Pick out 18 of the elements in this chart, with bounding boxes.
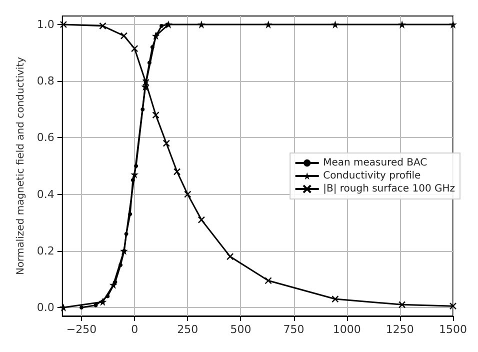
- x-tick-label: 0: [131, 323, 138, 336]
- y-tick-label: 0.4: [36, 188, 54, 201]
- x-tick-label: 750: [283, 323, 304, 336]
- x-tick-label: 1250: [386, 323, 414, 336]
- x-tick-label: 250: [177, 323, 198, 336]
- y-tick-label: 0.0: [36, 301, 54, 314]
- x-tick-label: −250: [66, 323, 97, 336]
- y-tick-label: 0.2: [36, 244, 54, 258]
- y-tick-label: 0.6: [36, 131, 54, 144]
- x-tick-label: 1000: [332, 323, 361, 336]
- legend-label: |B| rough surface 100 GHz: [323, 184, 456, 194]
- legend-label: Conductivity profile: [323, 170, 421, 182]
- y-tick-label: 1.0: [36, 18, 54, 31]
- x-tick-label: 500: [230, 323, 252, 336]
- y-tick-label: 0.8: [36, 74, 54, 88]
- legend-label: Mean measured BAC: [323, 158, 428, 168]
- x-tick-label: 1500: [439, 323, 468, 336]
- y-axis-title: Normalized magnetic field and conductivity: [16, 56, 26, 276]
